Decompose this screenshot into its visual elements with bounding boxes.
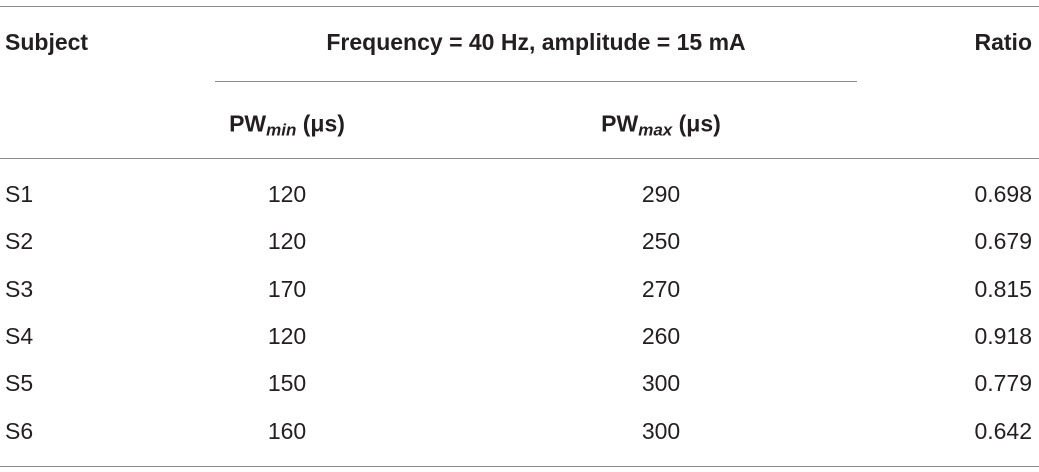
group-rule: [215, 81, 857, 82]
header-ratio: Ratio: [974, 29, 1033, 55]
pwmax-cell: 300: [641, 417, 681, 444]
header-rule: [0, 158, 1039, 159]
pwmin-cell: 170: [267, 275, 307, 302]
pw-sub: max: [638, 120, 673, 140]
pwmax-cell: 260: [641, 322, 681, 349]
pwmin-cell: 120: [267, 181, 307, 207]
subject-cell: S4: [5, 322, 34, 349]
subject-cell: S2: [5, 228, 34, 255]
pw-unit: (μs): [302, 110, 345, 137]
header-subject: Subject: [5, 29, 89, 55]
pwmin-cell: 150: [267, 370, 307, 397]
ratio-cell: 0.815: [974, 275, 1032, 302]
subject-cell: S6: [5, 417, 34, 444]
pwmax-cell: 290: [641, 181, 681, 207]
pw-sub: min: [266, 120, 297, 140]
pw-unit: (μs): [678, 110, 721, 137]
pwmax-cell: 270: [641, 275, 681, 302]
pwmin-cell: 120: [267, 322, 307, 349]
pw-base: PW: [229, 110, 267, 137]
ratio-cell: 0.642: [974, 417, 1032, 444]
pwmin-cell: 120: [267, 228, 307, 255]
ratio-cell: 0.918: [974, 322, 1032, 349]
subject-cell: S5: [5, 370, 34, 397]
header-pwmin: PWmin (μs): [229, 110, 345, 145]
subject-cell: S3: [5, 275, 34, 302]
pwmax-cell: 300: [641, 370, 681, 397]
pwmin-cell: 160: [267, 417, 307, 444]
subject-cell: S1: [5, 181, 34, 207]
bottom-rule: [0, 466, 1039, 467]
ratio-cell: 0.679: [974, 228, 1032, 255]
header-pwmax: PWmax (μs): [601, 110, 721, 145]
header-group: Frequency = 40 Hz, amplitude = 15 mA: [326, 29, 746, 55]
top-rule: [0, 6, 1039, 7]
ratio-cell: 0.779: [974, 370, 1032, 397]
pw-base: PW: [601, 110, 639, 137]
ratio-cell: 0.698: [974, 181, 1032, 207]
pwmax-cell: 250: [641, 228, 681, 255]
